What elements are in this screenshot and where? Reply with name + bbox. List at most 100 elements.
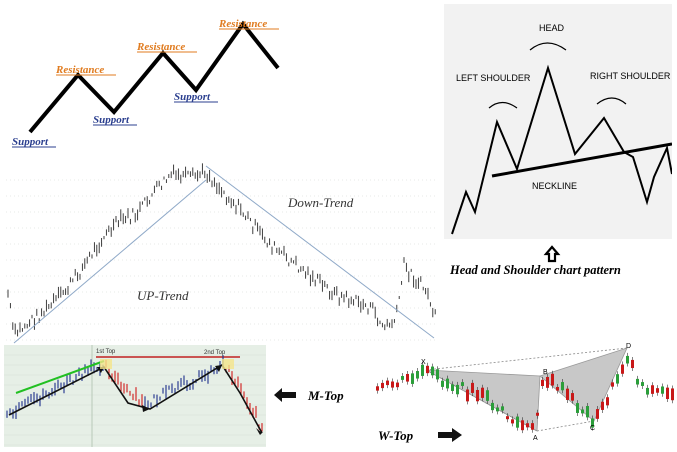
right-arrow-icon xyxy=(438,428,462,442)
w-top-candle-body xyxy=(466,389,469,402)
m-top-green-line xyxy=(15,360,105,394)
w-top-candle-body xyxy=(451,384,454,391)
second-top-label: 2nd Top xyxy=(204,350,226,356)
w-top-candle-body xyxy=(551,373,554,386)
w-top-candle-body xyxy=(491,402,494,411)
support-resistance-chart: Resistance Resistance Resistance Support… xyxy=(12,18,280,148)
left-shoulder-label: LEFT SHOULDER xyxy=(456,73,531,83)
head-shoulders-price-line xyxy=(451,64,672,235)
w-top-candle-body xyxy=(481,387,484,398)
w-top-candle-body xyxy=(496,407,499,412)
w-top-candle-body xyxy=(641,382,644,386)
w-top-candle-body xyxy=(421,364,424,376)
w-top-candle-body xyxy=(561,382,564,391)
m-top-panel: 1st Top 2nd Top xyxy=(4,345,266,447)
w-top-candle-body xyxy=(521,420,524,431)
w-top-candle-body xyxy=(386,380,389,386)
w-top-candle-body xyxy=(511,419,514,424)
w-top-candle-body xyxy=(546,376,549,388)
w-top-price-bars xyxy=(376,352,674,434)
w-top-candle-body xyxy=(636,378,639,385)
w-top-candle-body xyxy=(401,376,404,380)
up-arrow-icon xyxy=(543,245,561,263)
w-top-candle-body xyxy=(541,379,544,387)
w-top-candle-body xyxy=(591,418,594,428)
w-top-candle-body xyxy=(411,373,414,384)
support-resistance-panel: Resistance Resistance Resistance Support… xyxy=(0,0,300,160)
left-arrow-icon xyxy=(274,388,296,402)
w-top-candle-body xyxy=(416,371,419,379)
trend-price-bars xyxy=(7,163,436,337)
w-top-candle-body xyxy=(571,393,574,401)
w-top-candle-body xyxy=(506,416,509,420)
w-top-candle-body xyxy=(436,369,439,380)
w-top-candle-body xyxy=(596,409,599,419)
w-top-candle-body xyxy=(646,387,649,395)
m-top-chart: 1st Top 2nd Top xyxy=(4,345,266,447)
right-shoulder-arc xyxy=(596,97,627,105)
head-shoulders-panel: HEAD LEFT SHOULDER RIGHT SHOULDER NECKLI… xyxy=(444,4,672,294)
w-top-label: W-Top xyxy=(378,428,414,443)
w-top-point-b: B xyxy=(543,369,548,376)
w-top-candle-body xyxy=(661,386,664,394)
w-top-candle-body xyxy=(616,374,619,384)
w-top-candle-body xyxy=(566,388,569,400)
w-top-candle-body xyxy=(581,409,584,414)
up-trend-label: UP-Trend xyxy=(137,288,189,303)
w-top-candle-body xyxy=(441,380,444,387)
w-top-candle-body xyxy=(381,382,384,389)
head-shoulders-chart: HEAD LEFT SHOULDER RIGHT SHOULDER NECKLI… xyxy=(444,4,672,277)
support-label-3: Support xyxy=(174,91,211,103)
w-top-candle-body xyxy=(556,386,559,391)
down-trendline xyxy=(205,165,435,339)
first-top-label: 1st Top xyxy=(96,349,116,355)
head-shoulders-caption: Head and Shoulder chart pattern xyxy=(449,263,621,277)
w-top-chart: X B A C D xyxy=(376,343,674,442)
resistance-label-2: Resistance xyxy=(136,41,185,53)
right-shoulder-label: RIGHT SHOULDER xyxy=(590,71,671,81)
w-top-point-c: C xyxy=(590,425,595,432)
w-top-candle-body xyxy=(606,397,609,406)
m-top-label: M-Top xyxy=(307,388,344,403)
w-top-panel: X B A C D xyxy=(372,336,674,448)
w-top-candle-body xyxy=(501,406,504,411)
support-label-1: Support xyxy=(12,136,49,148)
head-arc xyxy=(529,42,567,51)
neckline-label: NECKLINE xyxy=(532,181,577,191)
m-top-label-group: M-Top xyxy=(270,384,380,406)
w-top-candle-body xyxy=(456,384,459,395)
w-top-point-d: D xyxy=(626,343,631,350)
w-top-candle-body xyxy=(626,355,629,364)
w-top-candle-body xyxy=(531,423,534,430)
w-top-candle-body xyxy=(461,382,464,386)
w-top-candle-body xyxy=(601,401,604,410)
neckline-line xyxy=(491,142,672,178)
w-top-candle-body xyxy=(486,390,489,401)
w-top-point-x: X xyxy=(421,359,426,366)
up-trendline xyxy=(13,179,207,344)
w-top-candle-body xyxy=(656,388,659,393)
trend-chart: UP-Trend Down-Trend xyxy=(6,160,438,345)
resistance-label-3: Resistance xyxy=(218,18,267,30)
w-top-candle-body xyxy=(651,385,654,394)
w-top-candle-body xyxy=(426,365,429,374)
resistance-label-1: Resistance xyxy=(55,64,104,76)
w-top-candle-body xyxy=(671,388,674,401)
w-top-label-group: W-Top xyxy=(376,424,476,446)
left-shoulder-arc xyxy=(488,101,518,109)
w-top-candle-body xyxy=(406,373,409,382)
w-top-candle-body xyxy=(431,366,434,376)
w-top-point-a: A xyxy=(533,435,538,442)
w-top-candle-body xyxy=(611,382,614,387)
w-top-candle-body xyxy=(471,382,474,393)
w-top-candle-body xyxy=(476,390,479,402)
support-label-2: Support xyxy=(93,114,130,126)
trend-panel: UP-Trend Down-Trend xyxy=(6,160,438,345)
w-top-candle-body xyxy=(666,387,669,400)
w-top-candle-body xyxy=(396,382,399,388)
w-top-candle-body xyxy=(621,364,624,374)
w-top-candle-body xyxy=(526,423,529,428)
w-top-candle-body xyxy=(576,403,579,413)
w-top-candle-body xyxy=(391,381,394,388)
w-top-candle-body xyxy=(446,378,449,389)
